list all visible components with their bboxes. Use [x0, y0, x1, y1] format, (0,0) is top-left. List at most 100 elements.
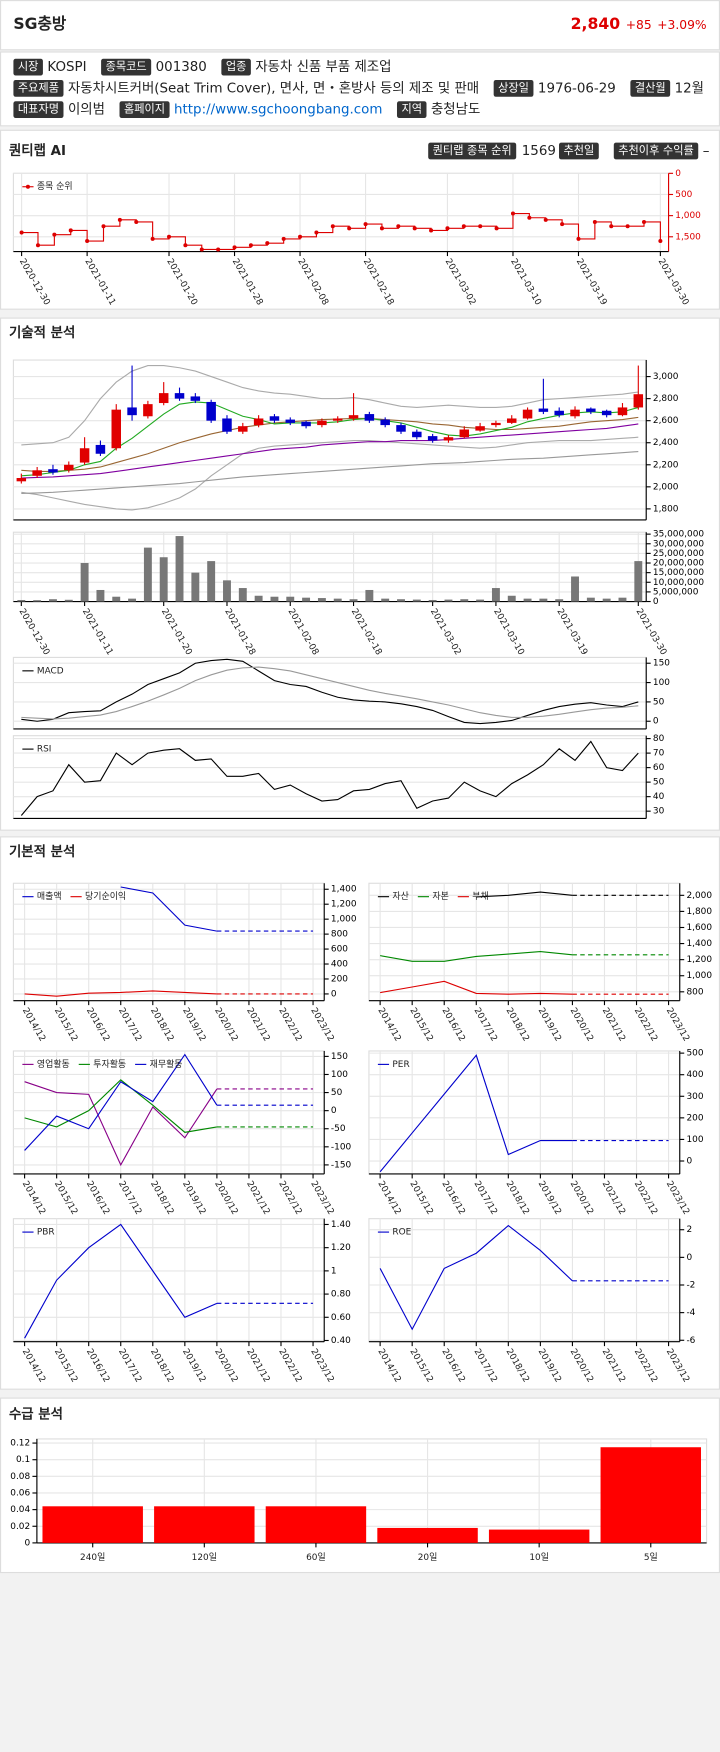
point [396, 224, 401, 229]
point [199, 247, 204, 252]
info-value: 자동차시트커버(Seat Trim Cover), 면사, 면・혼방사 등의 제… [68, 80, 479, 96]
series-line [24, 1053, 218, 1151]
candle-body [285, 419, 296, 423]
section-title: 기본적 분석 [9, 843, 75, 860]
bar [539, 598, 548, 602]
x-tick-label: 240일 [80, 1552, 105, 1563]
candle-body [95, 444, 106, 454]
average-line [21, 436, 639, 511]
y-tick-label: 1,800 [653, 504, 679, 514]
badge [630, 79, 671, 97]
bar [33, 600, 42, 602]
candle-body [222, 418, 232, 432]
x-tick-label: 20일 [418, 1552, 438, 1563]
plot-frame [12, 735, 647, 819]
candle-body [633, 394, 644, 408]
bar [491, 588, 500, 602]
y-tick-label: 100 [686, 1135, 703, 1145]
candle-body [301, 421, 311, 427]
y-tick-label: 70 [653, 749, 665, 759]
y-tick-label: 2,200 [653, 460, 679, 470]
candle-body [317, 420, 327, 426]
y-tick-label: 0 [675, 169, 681, 179]
point [363, 222, 368, 227]
point [625, 224, 630, 229]
plot-frame [12, 172, 670, 253]
bar [286, 596, 295, 602]
candle-body [206, 401, 216, 421]
legend-label: ROE [392, 1228, 411, 1238]
y-tick-label: 0.1 [16, 1455, 30, 1465]
candle-body [380, 419, 390, 426]
quantilab-title: 퀀티랩 AI [9, 143, 66, 159]
info-value: 1976-06-29 [538, 81, 616, 96]
badge-label: 주요제품 [18, 81, 59, 94]
bar [523, 598, 532, 602]
y-tick-label: 0.12 [10, 1439, 30, 1449]
y-tick-label: 1,400 [331, 885, 357, 895]
y-tick-label: 50 [653, 697, 665, 707]
y-tick-label: 2,400 [653, 438, 679, 448]
bar [381, 598, 390, 602]
candle-body [127, 407, 137, 416]
candle-body [617, 407, 628, 416]
badge-label: 업종 [226, 60, 247, 73]
y-tick-label: 1,000 [686, 971, 712, 981]
bar [507, 595, 516, 602]
return-value: – [703, 144, 710, 159]
bar [618, 597, 627, 602]
candle-body [570, 409, 580, 417]
y-tick-label: -50 [331, 1124, 346, 1134]
bar [112, 596, 121, 602]
bar [397, 599, 405, 602]
candle-body [396, 425, 406, 432]
series-line [24, 990, 217, 997]
legend-label: 종목 순위 [37, 181, 73, 192]
legend-label: 당기순이익 [85, 890, 126, 902]
point [281, 236, 286, 241]
badge [396, 101, 427, 118]
bar [154, 1506, 255, 1543]
point [412, 226, 417, 231]
plot-frame [368, 1050, 681, 1175]
point [134, 219, 139, 224]
y-tick-label: 60 [653, 763, 665, 773]
x-tick-label: 10일 [529, 1552, 549, 1563]
stock-name: SG충방 [13, 14, 66, 33]
point [576, 236, 581, 241]
point [183, 243, 188, 248]
homepage-link[interactable]: http://www.sgchoongbang.com [174, 103, 382, 118]
legend-label: 자산 [392, 891, 408, 902]
point [68, 228, 73, 233]
plot-frame [36, 1438, 708, 1544]
y-tick-label: 30 [653, 807, 665, 817]
bar [302, 597, 311, 602]
bar [460, 599, 469, 602]
y-tick-label: 0.60 [331, 1313, 351, 1323]
y-tick-label: 3,000 [653, 372, 679, 382]
y-tick-label: 1,000 [331, 915, 357, 925]
badge [428, 142, 517, 160]
y-tick-label: -2 [686, 1280, 695, 1290]
bar [412, 599, 421, 602]
y-tick-label: 25,000,000 [653, 549, 704, 559]
bar [476, 599, 485, 602]
badge [13, 58, 43, 76]
y-tick-label: 1.40 [331, 1220, 351, 1230]
badge-label: 퀀티랩 종목 순위 [433, 144, 512, 157]
point [101, 224, 106, 229]
legend-marker [25, 184, 30, 189]
y-tick-label: 50 [653, 778, 665, 788]
bar [64, 599, 73, 602]
candle-body [427, 436, 438, 441]
series-line [21, 658, 639, 725]
price: 2,840 [571, 14, 621, 33]
candle-body [79, 448, 90, 463]
badge-label: 시장 [18, 60, 39, 73]
candle-body [253, 418, 264, 426]
bar [333, 598, 342, 602]
legend-label: RSI [37, 745, 52, 755]
bar [488, 1529, 590, 1543]
series-line [24, 1079, 217, 1133]
y-tick-label: 2,600 [653, 416, 679, 426]
